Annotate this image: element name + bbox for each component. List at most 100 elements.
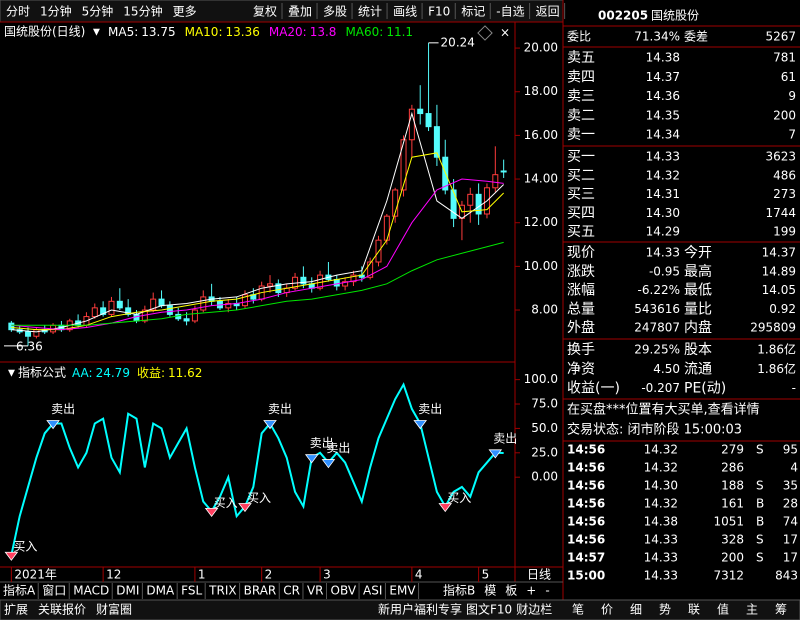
footer-tab[interactable]: 财富圈 bbox=[96, 602, 132, 617]
trade-count: 35 bbox=[783, 479, 798, 493]
indicator-tab[interactable]: FSL bbox=[181, 584, 202, 598]
legend-name: MA60: bbox=[345, 25, 383, 39]
y-tick-label: 25.0 bbox=[531, 445, 558, 459]
book-price: 14.32 bbox=[646, 168, 680, 182]
indicator-tab[interactable]: OBV bbox=[331, 584, 357, 598]
book-price: 14.30 bbox=[646, 206, 680, 220]
indicator-tab[interactable]: 指标A bbox=[3, 583, 36, 598]
stat-value: 295809 bbox=[750, 321, 796, 335]
icon[interactable]: ▼ bbox=[93, 28, 100, 38]
toolbar-item[interactable]: 标记 bbox=[461, 5, 485, 19]
toolbar-item[interactable]: 5分钟 bbox=[82, 4, 114, 19]
legend-value: 13.75 bbox=[141, 25, 175, 39]
trade-side: B bbox=[756, 497, 764, 511]
y-tick-label: 100.0 bbox=[524, 372, 558, 386]
toolbar-item[interactable]: 返回 bbox=[536, 5, 560, 19]
book-label: 卖二 bbox=[567, 108, 595, 124]
trade-side: S bbox=[756, 443, 764, 457]
footer-tab[interactable]: 扩展 bbox=[4, 603, 28, 617]
stat-value: -0.95 bbox=[649, 264, 680, 278]
indicator-tab[interactable]: 窗口 bbox=[42, 584, 66, 598]
side-tab[interactable]: 势 bbox=[659, 603, 671, 617]
trade-time: 14:56 bbox=[567, 479, 605, 493]
toolbar-item[interactable]: 15分钟 bbox=[123, 4, 162, 19]
candle-body bbox=[350, 274, 357, 283]
ma-line bbox=[11, 241, 504, 326]
indicator-tab[interactable]: 指标B bbox=[443, 583, 475, 598]
toolbar-item[interactable]: 分时 bbox=[6, 5, 30, 19]
toolbar-item[interactable]: 多股 bbox=[323, 5, 347, 19]
footer-tab[interactable]: 关联报价 bbox=[38, 602, 86, 617]
book-volume: 9 bbox=[788, 89, 796, 103]
stat-value: 0.92 bbox=[769, 302, 796, 316]
side-tab[interactable]: 主 bbox=[746, 603, 758, 617]
candle-body bbox=[241, 294, 248, 307]
indicator-tab[interactable]: CR bbox=[283, 584, 300, 598]
toolbar-item[interactable]: 统计 bbox=[358, 5, 382, 19]
legend-name: 收益: bbox=[137, 366, 165, 380]
indicator-tab[interactable]: BRAR bbox=[244, 584, 277, 598]
legend-name: AA: bbox=[72, 366, 93, 380]
side-tab[interactable]: 细 bbox=[630, 603, 642, 617]
trade-time: 14:56 bbox=[567, 443, 605, 457]
indicator-tab[interactable]: DMI bbox=[116, 584, 139, 598]
legend-entry: 收益: 11.62 bbox=[137, 366, 202, 380]
trade-price: 14.38 bbox=[644, 515, 678, 529]
ma-line bbox=[11, 111, 505, 333]
legend-entry: MA20: 13.8 bbox=[269, 25, 337, 39]
trade-volume: 328 bbox=[721, 533, 744, 547]
legend-name: MA10: bbox=[185, 25, 223, 39]
toolbar-item[interactable]: 复权 bbox=[253, 5, 277, 19]
trade-volume: 188 bbox=[721, 479, 744, 493]
indicator-tab[interactable]: TRIX bbox=[208, 584, 236, 598]
side-tab[interactable]: 笔 bbox=[572, 602, 584, 617]
footer-tab[interactable]: 新用户福利专享 bbox=[378, 602, 462, 617]
candle-body bbox=[183, 318, 190, 322]
legend-value: 11.1 bbox=[386, 25, 413, 39]
x-tick-label: 5 bbox=[482, 568, 490, 582]
stat-label: 最高 bbox=[684, 263, 712, 280]
toolbar-item[interactable]: 1分钟 bbox=[40, 4, 72, 19]
indicator-tab[interactable]: VR bbox=[307, 584, 324, 598]
footer-tab[interactable]: 财边栏 bbox=[516, 602, 552, 617]
stat-label: 净资 bbox=[567, 361, 595, 377]
toolbar-item[interactable]: 更多 bbox=[173, 5, 197, 19]
row-label: 委比 bbox=[567, 30, 591, 44]
icon[interactable] bbox=[477, 25, 493, 41]
indicator-tab[interactable]: ASI bbox=[363, 584, 382, 598]
indicator-tab[interactable]: - bbox=[545, 584, 549, 598]
stat-label: 股本 bbox=[684, 342, 712, 358]
trade-volume: 200 bbox=[721, 551, 744, 565]
side-tab[interactable]: 值 bbox=[717, 602, 729, 617]
footer-tab[interactable]: 图文F10 bbox=[466, 602, 512, 617]
side-tab[interactable]: 筹 bbox=[775, 603, 787, 617]
trade-side: S bbox=[756, 551, 764, 565]
signal-diamond bbox=[413, 420, 428, 430]
toolbar-item[interactable]: F10 bbox=[428, 5, 450, 19]
signal-label: 卖出 bbox=[310, 436, 334, 450]
close-icon[interactable]: × bbox=[500, 26, 510, 40]
toolbar-item[interactable]: -自选 bbox=[496, 5, 524, 19]
book-volume: 781 bbox=[773, 51, 796, 65]
legend-value: 11.62 bbox=[168, 366, 202, 380]
indicator-tab[interactable]: + bbox=[526, 584, 536, 598]
book-price: 14.31 bbox=[646, 187, 680, 201]
side-tab[interactable]: 价 bbox=[601, 603, 613, 617]
x-tick-label: 4 bbox=[415, 568, 423, 582]
icon[interactable]: ▼ bbox=[8, 369, 15, 379]
indicator-tab[interactable]: MACD bbox=[73, 584, 109, 598]
stat-value: 14.89 bbox=[762, 264, 796, 278]
indicator-tab[interactable]: 板 bbox=[505, 584, 517, 598]
trade-volume: 286 bbox=[721, 461, 744, 475]
side-tab[interactable]: 联 bbox=[688, 603, 700, 617]
book-price: 14.29 bbox=[646, 225, 680, 239]
book-label: 买四 bbox=[567, 205, 595, 221]
indicator-tab[interactable]: 模 bbox=[484, 584, 496, 598]
toolbar-item[interactable]: 叠加 bbox=[288, 5, 312, 19]
toolbar-item[interactable]: 画线 bbox=[393, 5, 417, 19]
indicator-tab[interactable]: EMV bbox=[389, 584, 416, 598]
notice[interactable]: 在买盘***位置有大买单,查看详情 bbox=[567, 402, 760, 418]
trade-time: 14:56 bbox=[567, 461, 605, 475]
legend-value: 13.8 bbox=[310, 25, 337, 39]
indicator-tab[interactable]: DMA bbox=[146, 584, 175, 598]
